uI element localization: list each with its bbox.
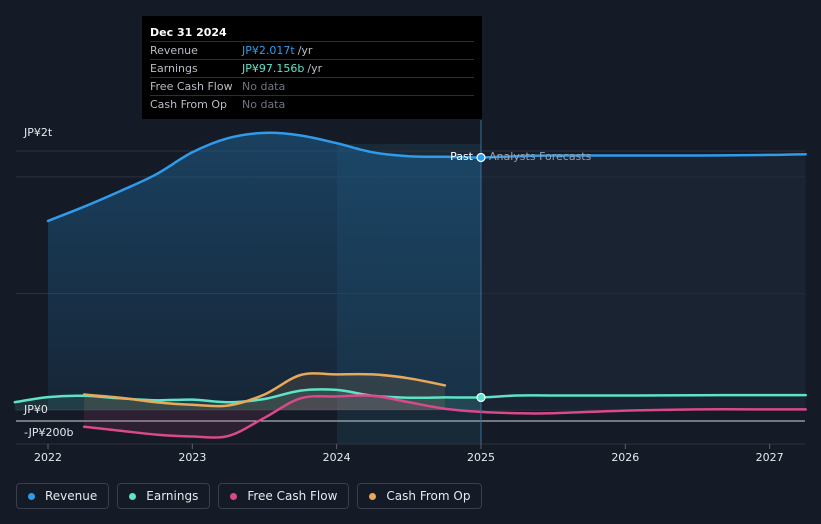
legend-label: Earnings bbox=[146, 489, 199, 503]
x-tick-label-2026: 2026 bbox=[611, 451, 639, 464]
tooltip-value: JP¥97.156b bbox=[242, 62, 305, 75]
x-tick-label-2023: 2023 bbox=[178, 451, 206, 464]
legend-label: Free Cash Flow bbox=[247, 489, 338, 503]
revenue-marker bbox=[476, 152, 486, 163]
series-areas bbox=[14, 132, 806, 438]
free-cash-flow-area bbox=[84, 395, 481, 438]
revenue-area bbox=[48, 132, 481, 410]
tooltip-row-fcf: Free Cash Flow No data bbox=[150, 77, 474, 95]
x-tick-label-2024: 2024 bbox=[323, 451, 351, 464]
earnings-marker bbox=[476, 392, 486, 403]
tooltip-row-earnings: Earnings JP¥97.156b /yr bbox=[150, 59, 474, 77]
legend: Revenue Earnings Free Cash Flow Cash Fro… bbox=[16, 483, 483, 509]
tooltip-label: Free Cash Flow bbox=[150, 80, 233, 93]
tooltip-label: Earnings bbox=[150, 62, 198, 75]
x-tick-label-2027: 2027 bbox=[756, 451, 784, 464]
legend-dot-icon bbox=[129, 492, 137, 500]
legend-item-revenue[interactable]: Revenue bbox=[16, 483, 110, 509]
free-cash-flow-line bbox=[82, 394, 807, 439]
revenue-line bbox=[46, 131, 807, 223]
cash-from-op-area bbox=[84, 373, 445, 410]
legend-item-cash-from-op[interactable]: Cash From Op bbox=[357, 483, 483, 509]
forecast-label: Analysts Forecasts bbox=[489, 150, 592, 163]
data-tooltip: Dec 31 2024 Revenue JP¥2.017t /yr Earnin… bbox=[142, 16, 482, 119]
cash-from-op-line bbox=[82, 372, 447, 408]
tooltip-row-revenue: Revenue JP¥2.017t /yr bbox=[150, 41, 474, 59]
tooltip-value: No data bbox=[242, 80, 286, 93]
tooltip-value: No data bbox=[242, 98, 286, 111]
legend-item-earnings[interactable]: Earnings bbox=[117, 483, 211, 509]
tooltip-label: Cash From Op bbox=[150, 98, 228, 111]
legend-dot-icon bbox=[28, 492, 35, 500]
legend-label: Revenue bbox=[45, 489, 98, 503]
legend-label: Cash From Op bbox=[386, 489, 471, 503]
tooltip-unit: /yr bbox=[297, 44, 313, 57]
series-lines bbox=[13, 131, 807, 439]
y-label-zero: JP¥0 bbox=[23, 403, 48, 416]
tooltip-label: Revenue bbox=[150, 44, 198, 57]
y-label-bottom: -JP¥200b bbox=[24, 426, 73, 439]
x-axis-ticks: 2022 2023 2024 2025 2026 2027 bbox=[34, 444, 784, 464]
revenue-forecast-area bbox=[481, 154, 806, 410]
legend-dot-icon bbox=[230, 492, 238, 500]
y-label-top: JP¥2t bbox=[23, 126, 53, 139]
tooltip-unit: /yr bbox=[307, 62, 323, 75]
tooltip-date: Dec 31 2024 bbox=[150, 26, 227, 39]
past-label: Past bbox=[450, 150, 474, 163]
legend-dot-icon bbox=[369, 492, 377, 500]
legend-item-free-cash-flow[interactable]: Free Cash Flow bbox=[218, 483, 350, 509]
earnings-area bbox=[14, 389, 482, 410]
tooltip-markers bbox=[476, 152, 486, 403]
tooltip-value: JP¥2.017t bbox=[242, 44, 295, 57]
tooltip-row-cfo: Cash From Op No data bbox=[150, 95, 474, 113]
x-tick-label-2025: 2025 bbox=[467, 451, 495, 464]
x-tick-label-2022: 2022 bbox=[34, 451, 62, 464]
